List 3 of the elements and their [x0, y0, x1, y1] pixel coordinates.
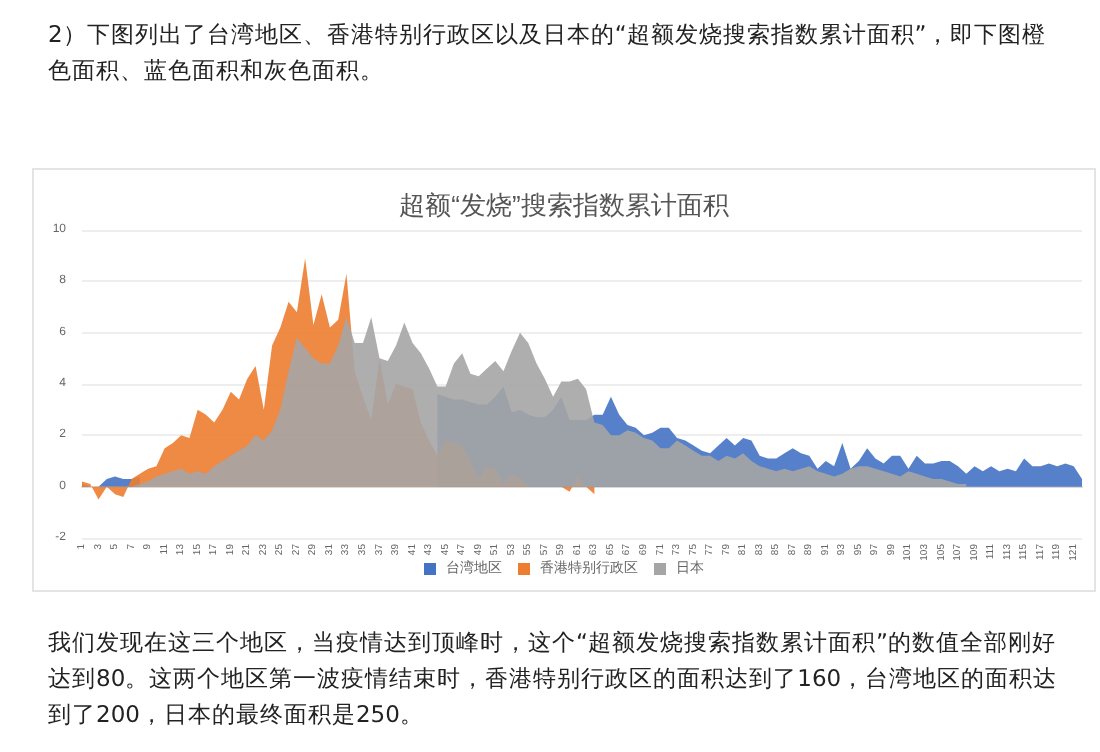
chart-title: 超额“发烧”搜索指数累计面积	[399, 190, 729, 220]
text: 我们发现在这三个地区，当疫情达到顶峰时，这个“超额发烧搜索指数累计面积”的数值全部刚好达到80。这两个地区第一波疫情结束时，香港特别行政区的面积达到了160，台湾地区的面积达到了200，日本的最终面积是250。	[48, 626, 1060, 732]
text: 2）下图列出了台湾地区、香港特别行政区以及日本的“超额发烧搜索指数累计面积”，即下图橙色面积、蓝色面积和灰色面积。	[48, 18, 1049, 88]
